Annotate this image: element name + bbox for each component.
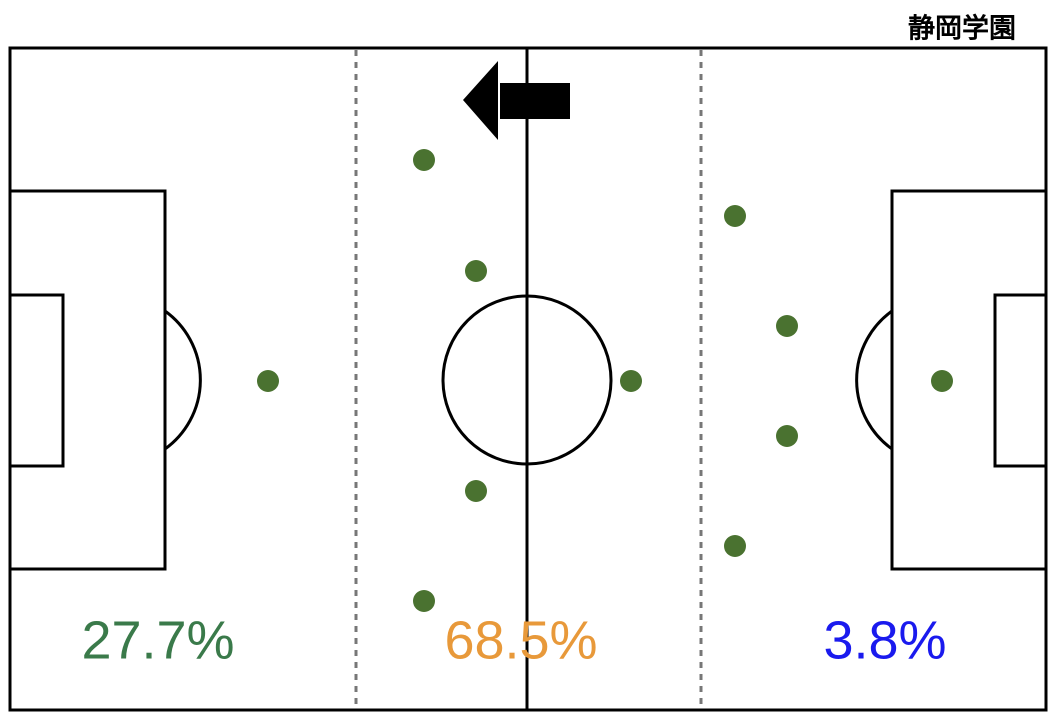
penalty-arc bbox=[164, 309, 202, 451]
arrow-body bbox=[500, 83, 570, 119]
player bbox=[465, 260, 487, 282]
player bbox=[620, 370, 642, 392]
player bbox=[931, 370, 953, 392]
goal-box bbox=[8, 293, 65, 468]
pitch bbox=[8, 46, 1048, 712]
player bbox=[776, 315, 798, 337]
zone-percentage: 27.7% bbox=[81, 610, 234, 670]
player bbox=[724, 535, 746, 557]
zone-percentage: 3.8% bbox=[823, 610, 946, 670]
players bbox=[257, 149, 953, 612]
center-circle bbox=[441, 294, 613, 466]
player bbox=[413, 590, 435, 612]
player bbox=[257, 370, 279, 392]
player bbox=[413, 149, 435, 171]
player bbox=[724, 205, 746, 227]
penalty-box bbox=[890, 189, 1048, 571]
zone-percentage: 68.5% bbox=[444, 610, 597, 670]
player bbox=[776, 425, 798, 447]
goal-box bbox=[993, 293, 1048, 468]
player bbox=[465, 480, 487, 502]
attack-arrow bbox=[463, 61, 570, 140]
arrow-head bbox=[463, 61, 498, 140]
penalty-arc bbox=[855, 309, 893, 451]
team-name: 静岡学園 bbox=[908, 13, 1016, 45]
penalty-box bbox=[8, 189, 167, 571]
